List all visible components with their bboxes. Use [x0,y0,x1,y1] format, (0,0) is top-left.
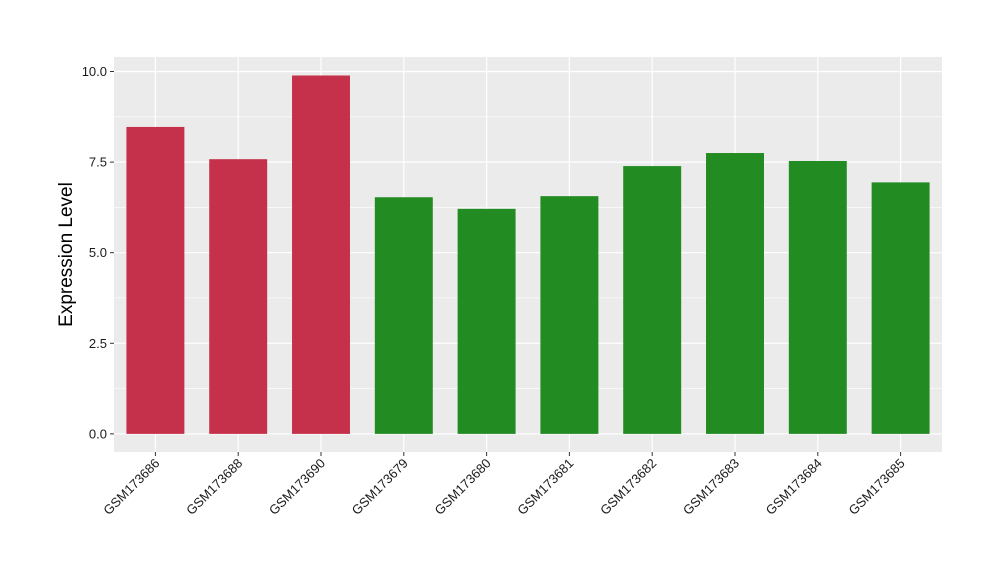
y-axis-title: Expression Level [56,182,77,327]
x-axis: GSM173686 GSM173688 GSM173690 GSM173679 GSM1… [100,452,908,518]
bar-GSM173688 [209,159,268,434]
x-tick-label: GSM173683 [680,456,742,518]
bar-GSM173680 [457,208,516,434]
x-tick-label: GSM173688 [183,456,245,518]
x-tick-label: GSM173679 [349,456,411,518]
y-tick-label: 7.5 [89,155,107,170]
bars [126,75,930,434]
y-axis: 0.0 2.5 5.0 7.5 10.0 [82,64,114,441]
bar-GSM173679 [374,197,433,434]
x-tick-label: GSM173685 [845,456,907,518]
y-tick-label: 0.0 [89,426,107,441]
bar-GSM173683 [706,153,764,434]
bar-GSM173685 [871,182,930,434]
x-tick-label: GSM173680 [431,456,493,518]
x-tick-label: GSM173690 [266,456,328,518]
bar-GSM173686 [126,126,185,434]
x-tick-label: GSM173682 [597,456,659,518]
bar-GSM173682 [623,166,682,434]
bar-GSM173684 [788,161,847,434]
y-tick-label: 2.5 [89,336,107,351]
x-tick-label: GSM173686 [100,456,162,518]
x-tick-label: GSM173684 [763,456,825,518]
bar-GSM173681 [540,196,599,434]
bar-GSM173690 [292,75,350,434]
y-tick-label: 5.0 [89,245,107,260]
y-tick-label: 10.0 [82,64,107,79]
x-tick-label: GSM173681 [514,456,576,518]
